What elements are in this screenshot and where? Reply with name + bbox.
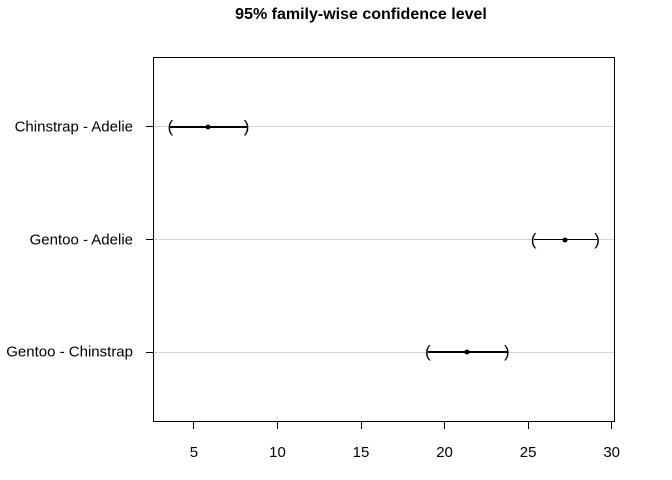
x-axis-tick	[193, 422, 195, 429]
x-axis-tick-label: 5	[189, 444, 199, 461]
interval-cap-open: (	[167, 117, 174, 137]
x-axis-tick	[444, 422, 446, 429]
gridline	[154, 351, 614, 353]
y-axis-tick	[146, 351, 153, 353]
x-axis-tick-label: 10	[269, 444, 286, 461]
x-axis-tick	[360, 422, 362, 429]
plot-area	[153, 57, 615, 422]
interval-cap-open: (	[530, 229, 537, 249]
gridline	[154, 239, 614, 240]
x-axis-tick-label: 15	[352, 444, 370, 461]
x-axis-tick-label: 20	[436, 444, 453, 461]
point-estimate-dot	[205, 124, 211, 130]
point-estimate-dot	[464, 349, 470, 355]
y-axis-tick	[146, 239, 153, 240]
point-estimate-dot	[562, 237, 568, 242]
plot-title: 95% family-wise confidence level	[235, 6, 487, 23]
y-axis-label: Chinstrap - Adelie	[14, 118, 133, 136]
x-axis-tick	[527, 422, 529, 429]
x-axis-tick	[276, 422, 278, 429]
x-axis-tick-label: 25	[519, 444, 537, 461]
x-axis-tick	[611, 422, 613, 429]
y-axis-label: Gentoo - Adelie	[29, 231, 133, 248]
interval-cap-open: (	[425, 342, 431, 362]
gridline	[154, 126, 614, 128]
y-axis-label: Gentoo - Chinstrap	[6, 343, 133, 361]
interval-cap-close: )	[243, 117, 250, 137]
interval-cap-close: )	[504, 342, 510, 362]
interval-cap-close: )	[594, 229, 600, 249]
y-axis-tick	[146, 126, 153, 128]
x-axis-tick-label: 30	[603, 444, 620, 461]
